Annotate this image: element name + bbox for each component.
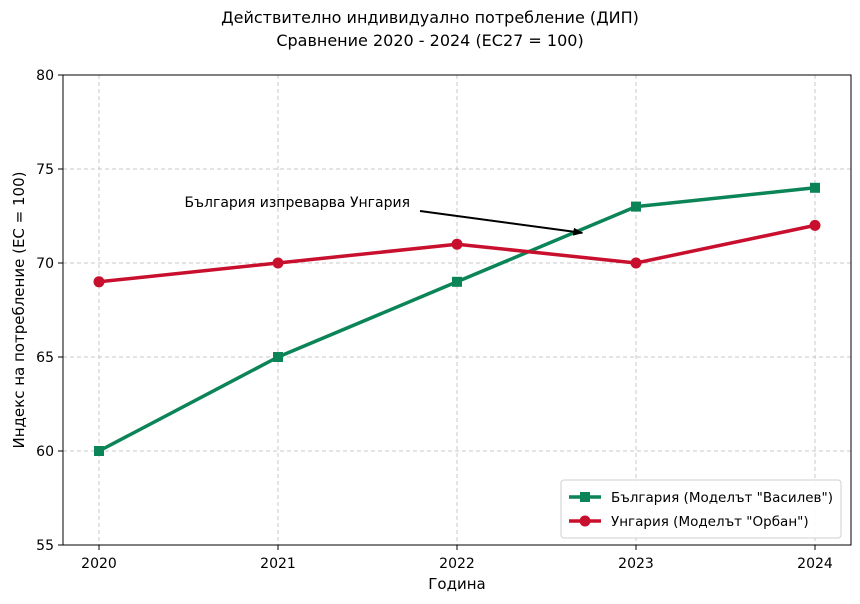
series-2-point <box>809 219 821 231</box>
x-axis-label: Година <box>428 575 485 593</box>
legend-swatch-marker <box>579 515 591 527</box>
annotation-text: България изпреварва Унгария <box>185 195 410 211</box>
series-2-point <box>272 257 284 269</box>
annotation-arrow <box>419 210 584 236</box>
series-1-point <box>452 276 462 287</box>
series-1-point <box>810 182 820 193</box>
y-axis-label: Индекс на потребление (ЕС = 100) <box>10 172 28 449</box>
series-1-point <box>631 201 641 212</box>
series-2-point <box>451 238 463 250</box>
series-2-point <box>93 276 105 288</box>
legend-swatch-marker <box>580 492 590 502</box>
legend-label: Унгария (Моделът "Орбан") <box>611 514 809 530</box>
series-1-point <box>94 446 104 456</box>
y-tick-label: 75 <box>36 162 54 178</box>
x-tick-label: 2023 <box>618 556 654 572</box>
chart-subtitle: Сравнение 2020 - 2024 (ЕС27 = 100) <box>276 31 584 50</box>
x-tick-label: 2022 <box>439 556 475 572</box>
y-tick-label: 80 <box>36 68 54 84</box>
series-1-point <box>273 352 283 362</box>
legend-label: България (Моделът "Василев") <box>611 490 833 506</box>
x-tick-label: 2020 <box>81 556 117 572</box>
y-tick-label: 65 <box>36 350 54 366</box>
y-tick-label: 60 <box>36 444 54 460</box>
y-tick-label: 70 <box>36 256 54 272</box>
series-2-point <box>630 257 642 269</box>
x-tick-label: 2024 <box>797 556 833 572</box>
chart-title: Действително индивидуално потребление (Д… <box>221 8 639 27</box>
legend-box <box>560 479 842 539</box>
y-tick-label: 55 <box>36 538 54 554</box>
x-tick-label: 2021 <box>260 556 296 572</box>
